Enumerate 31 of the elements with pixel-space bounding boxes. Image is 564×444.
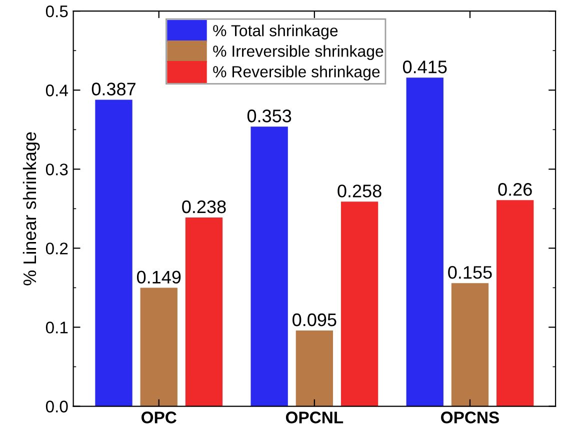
y-tick-label: 0.5 <box>46 6 68 18</box>
bar <box>496 200 534 406</box>
legend-label: % Total shrinkage <box>213 24 338 40</box>
data-label: 0.149 <box>136 270 181 284</box>
bar <box>185 217 223 406</box>
y-tick-label: 0.3 <box>46 164 68 176</box>
x-tick-label: OPCNS <box>441 412 499 424</box>
data-label: 0.155 <box>448 266 492 279</box>
data-label: 0.387 <box>92 82 136 96</box>
bar <box>296 330 334 406</box>
y-tick-label: 0.4 <box>46 84 68 96</box>
legend-label: % Irreversible shrinkage <box>213 45 384 60</box>
data-label: 0.353 <box>247 110 292 122</box>
legend-label: % Reversible shrinkage <box>213 66 380 81</box>
bar <box>406 78 444 406</box>
y-tick-label: 0.0 <box>46 400 68 412</box>
bar <box>340 202 378 406</box>
bar <box>140 288 178 406</box>
data-label: 0.095 <box>292 313 336 326</box>
y-axis-title: % Linear shrinkage <box>22 132 40 286</box>
y-tick-label: 0.2 <box>46 242 68 254</box>
data-label: 0.415 <box>402 60 447 74</box>
data-label: 0.238 <box>182 200 226 214</box>
bar <box>451 283 489 406</box>
x-tick-label: OPC <box>142 412 176 424</box>
data-label: 0.26 <box>498 183 532 196</box>
bar <box>250 126 288 406</box>
data-label: 0.258 <box>338 184 382 198</box>
x-tick-label: OPCNL <box>286 412 344 424</box>
y-tick-label: 0.1 <box>46 322 68 334</box>
bar <box>95 100 132 406</box>
